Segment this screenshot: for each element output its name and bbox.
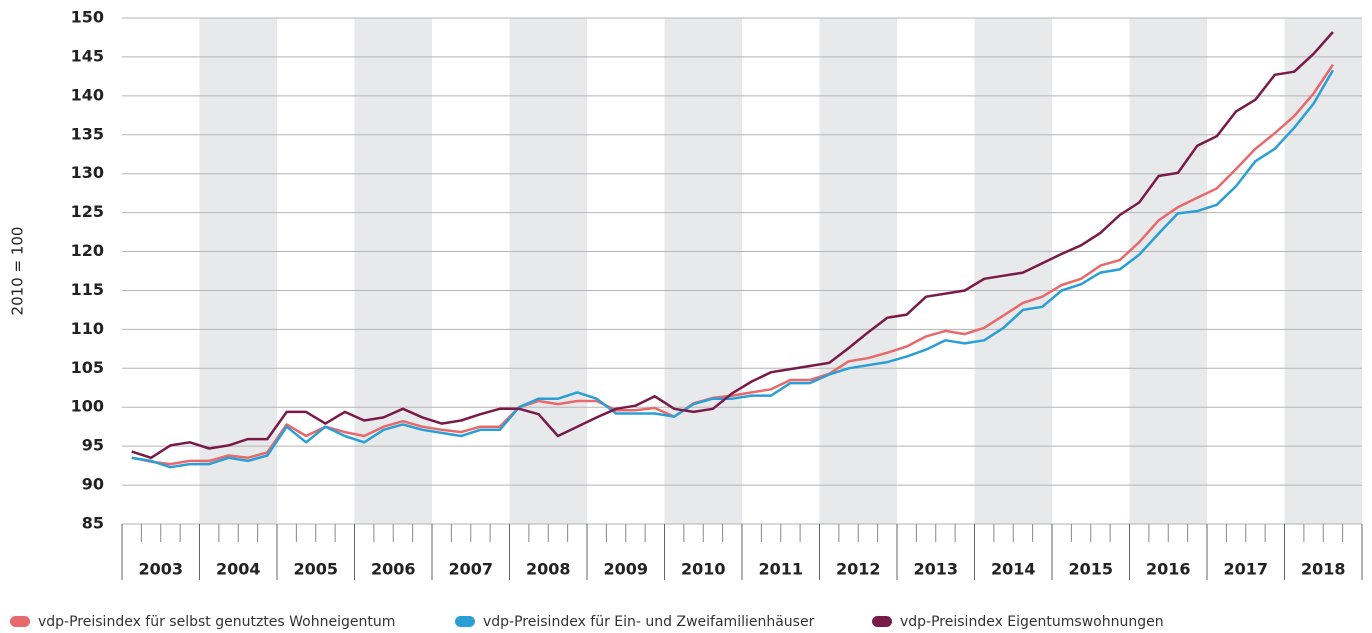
x-tick-label: 2004 xyxy=(216,560,261,579)
x-tick-label: 2014 xyxy=(991,560,1036,579)
x-tick-label: 2017 xyxy=(1223,560,1268,579)
y-tick-label: 115 xyxy=(71,280,104,299)
year-band xyxy=(354,18,432,524)
y-tick-label: 140 xyxy=(71,85,104,104)
year-band xyxy=(664,18,742,524)
x-tick-label: 2016 xyxy=(1146,560,1191,579)
x-tick-label: 2010 xyxy=(681,560,726,579)
x-tick-label: 2008 xyxy=(526,560,571,579)
x-tick-label: 2018 xyxy=(1301,560,1346,579)
y-tick-label: 145 xyxy=(71,46,104,65)
x-tick-label: 2006 xyxy=(371,560,416,579)
legend-label: vdp-Preisindex Eigentumswohnungen xyxy=(900,614,1164,630)
y-tick-label: 110 xyxy=(71,319,104,338)
y-axis-label: 2010 = 100 xyxy=(9,227,27,316)
x-tick-label: 2009 xyxy=(603,560,648,579)
year-band xyxy=(1129,18,1207,524)
series-line xyxy=(131,31,1334,460)
y-tick-label: 150 xyxy=(71,8,104,27)
y-tick-label: 135 xyxy=(71,124,104,143)
x-tick-label: 2012 xyxy=(836,560,881,579)
x-tick-label: 2005 xyxy=(293,560,338,579)
year-band xyxy=(1284,18,1362,524)
year-band xyxy=(974,18,1052,524)
x-tick-label: 2015 xyxy=(1068,560,1113,579)
legend-label: vdp-Preisindex für selbst genutztes Wohn… xyxy=(38,614,395,630)
y-tick-label: 120 xyxy=(71,241,104,260)
y-tick-label: 90 xyxy=(82,475,104,494)
y-tick-label: 125 xyxy=(71,202,104,221)
x-tick-label: 2013 xyxy=(913,560,958,579)
x-tick-label: 2007 xyxy=(448,560,493,579)
y-tick-label: 95 xyxy=(82,436,104,455)
legend-swatch xyxy=(455,616,475,627)
series-line xyxy=(131,69,1334,469)
y-tick-label: 85 xyxy=(82,514,104,533)
y-tick-label: 100 xyxy=(71,397,104,416)
legend-swatch xyxy=(872,616,892,627)
year-band xyxy=(819,18,897,524)
legend-swatch xyxy=(10,616,30,627)
legend-label: vdp-Preisindex für Ein- und Zweifamilien… xyxy=(483,614,815,630)
x-tick-label: 2011 xyxy=(758,560,803,579)
y-tick-label: 130 xyxy=(71,163,104,182)
x-tick-label: 2003 xyxy=(138,560,183,579)
y-tick-label: 105 xyxy=(71,358,104,377)
year-band xyxy=(509,18,587,524)
